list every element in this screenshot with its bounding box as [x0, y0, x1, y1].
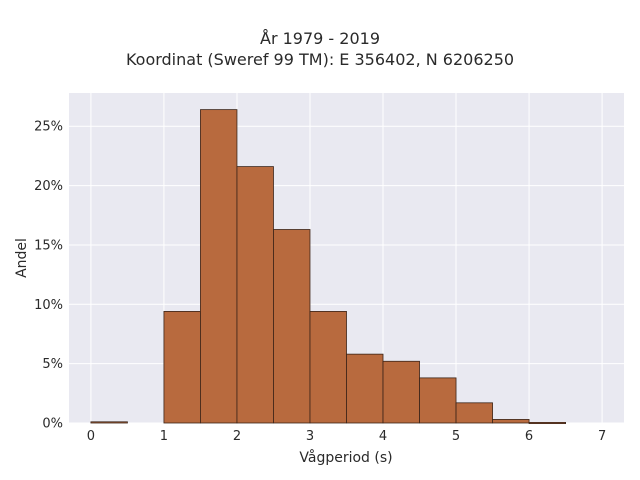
y-tick-label: 25%: [34, 120, 63, 135]
x-axis-label: Vågperiod (s): [299, 449, 392, 466]
x-tick-label: 7: [598, 429, 606, 444]
histogram-bar: [382, 360, 420, 424]
x-tick-label: 3: [306, 429, 314, 444]
histogram-bar: [309, 311, 347, 424]
x-tick-label: 6: [525, 429, 533, 444]
y-tick-label: 20%: [34, 179, 63, 194]
histogram-bar: [419, 377, 457, 424]
y-tick-label: 15%: [34, 238, 63, 253]
x-tick-label: 1: [160, 429, 168, 444]
histogram-bar: [273, 229, 311, 424]
histogram-bar: [200, 109, 238, 424]
x-tick-label: 2: [233, 429, 241, 444]
x-tick-labels: 0 1 2 3 4 5 6 7: [87, 429, 606, 444]
y-tick-label: 5%: [42, 357, 63, 372]
x-tick-label: 0: [87, 429, 95, 444]
histogram-bar: [236, 166, 274, 424]
chart-title-line-1: År 1979 - 2019: [260, 29, 380, 48]
histogram-bar: [455, 402, 493, 424]
x-tick-label: 5: [452, 429, 460, 444]
histogram-bar: [163, 311, 201, 424]
y-tick-labels: 0% 5% 10% 15% 20% 25%: [34, 120, 63, 432]
histogram-bar: [492, 419, 530, 424]
x-tick-label: 4: [379, 429, 387, 444]
y-axis-label: Andel: [14, 238, 30, 278]
chart-title-line-2: Koordinat (Sweref 99 TM): E 356402, N 62…: [125, 50, 515, 69]
histogram-bar: [346, 353, 384, 424]
y-tick-label: 0%: [42, 417, 63, 432]
histogram-bar: [90, 421, 128, 424]
bars: [90, 109, 566, 425]
histogram-bar: [528, 422, 566, 425]
y-tick-label: 10%: [34, 298, 63, 313]
